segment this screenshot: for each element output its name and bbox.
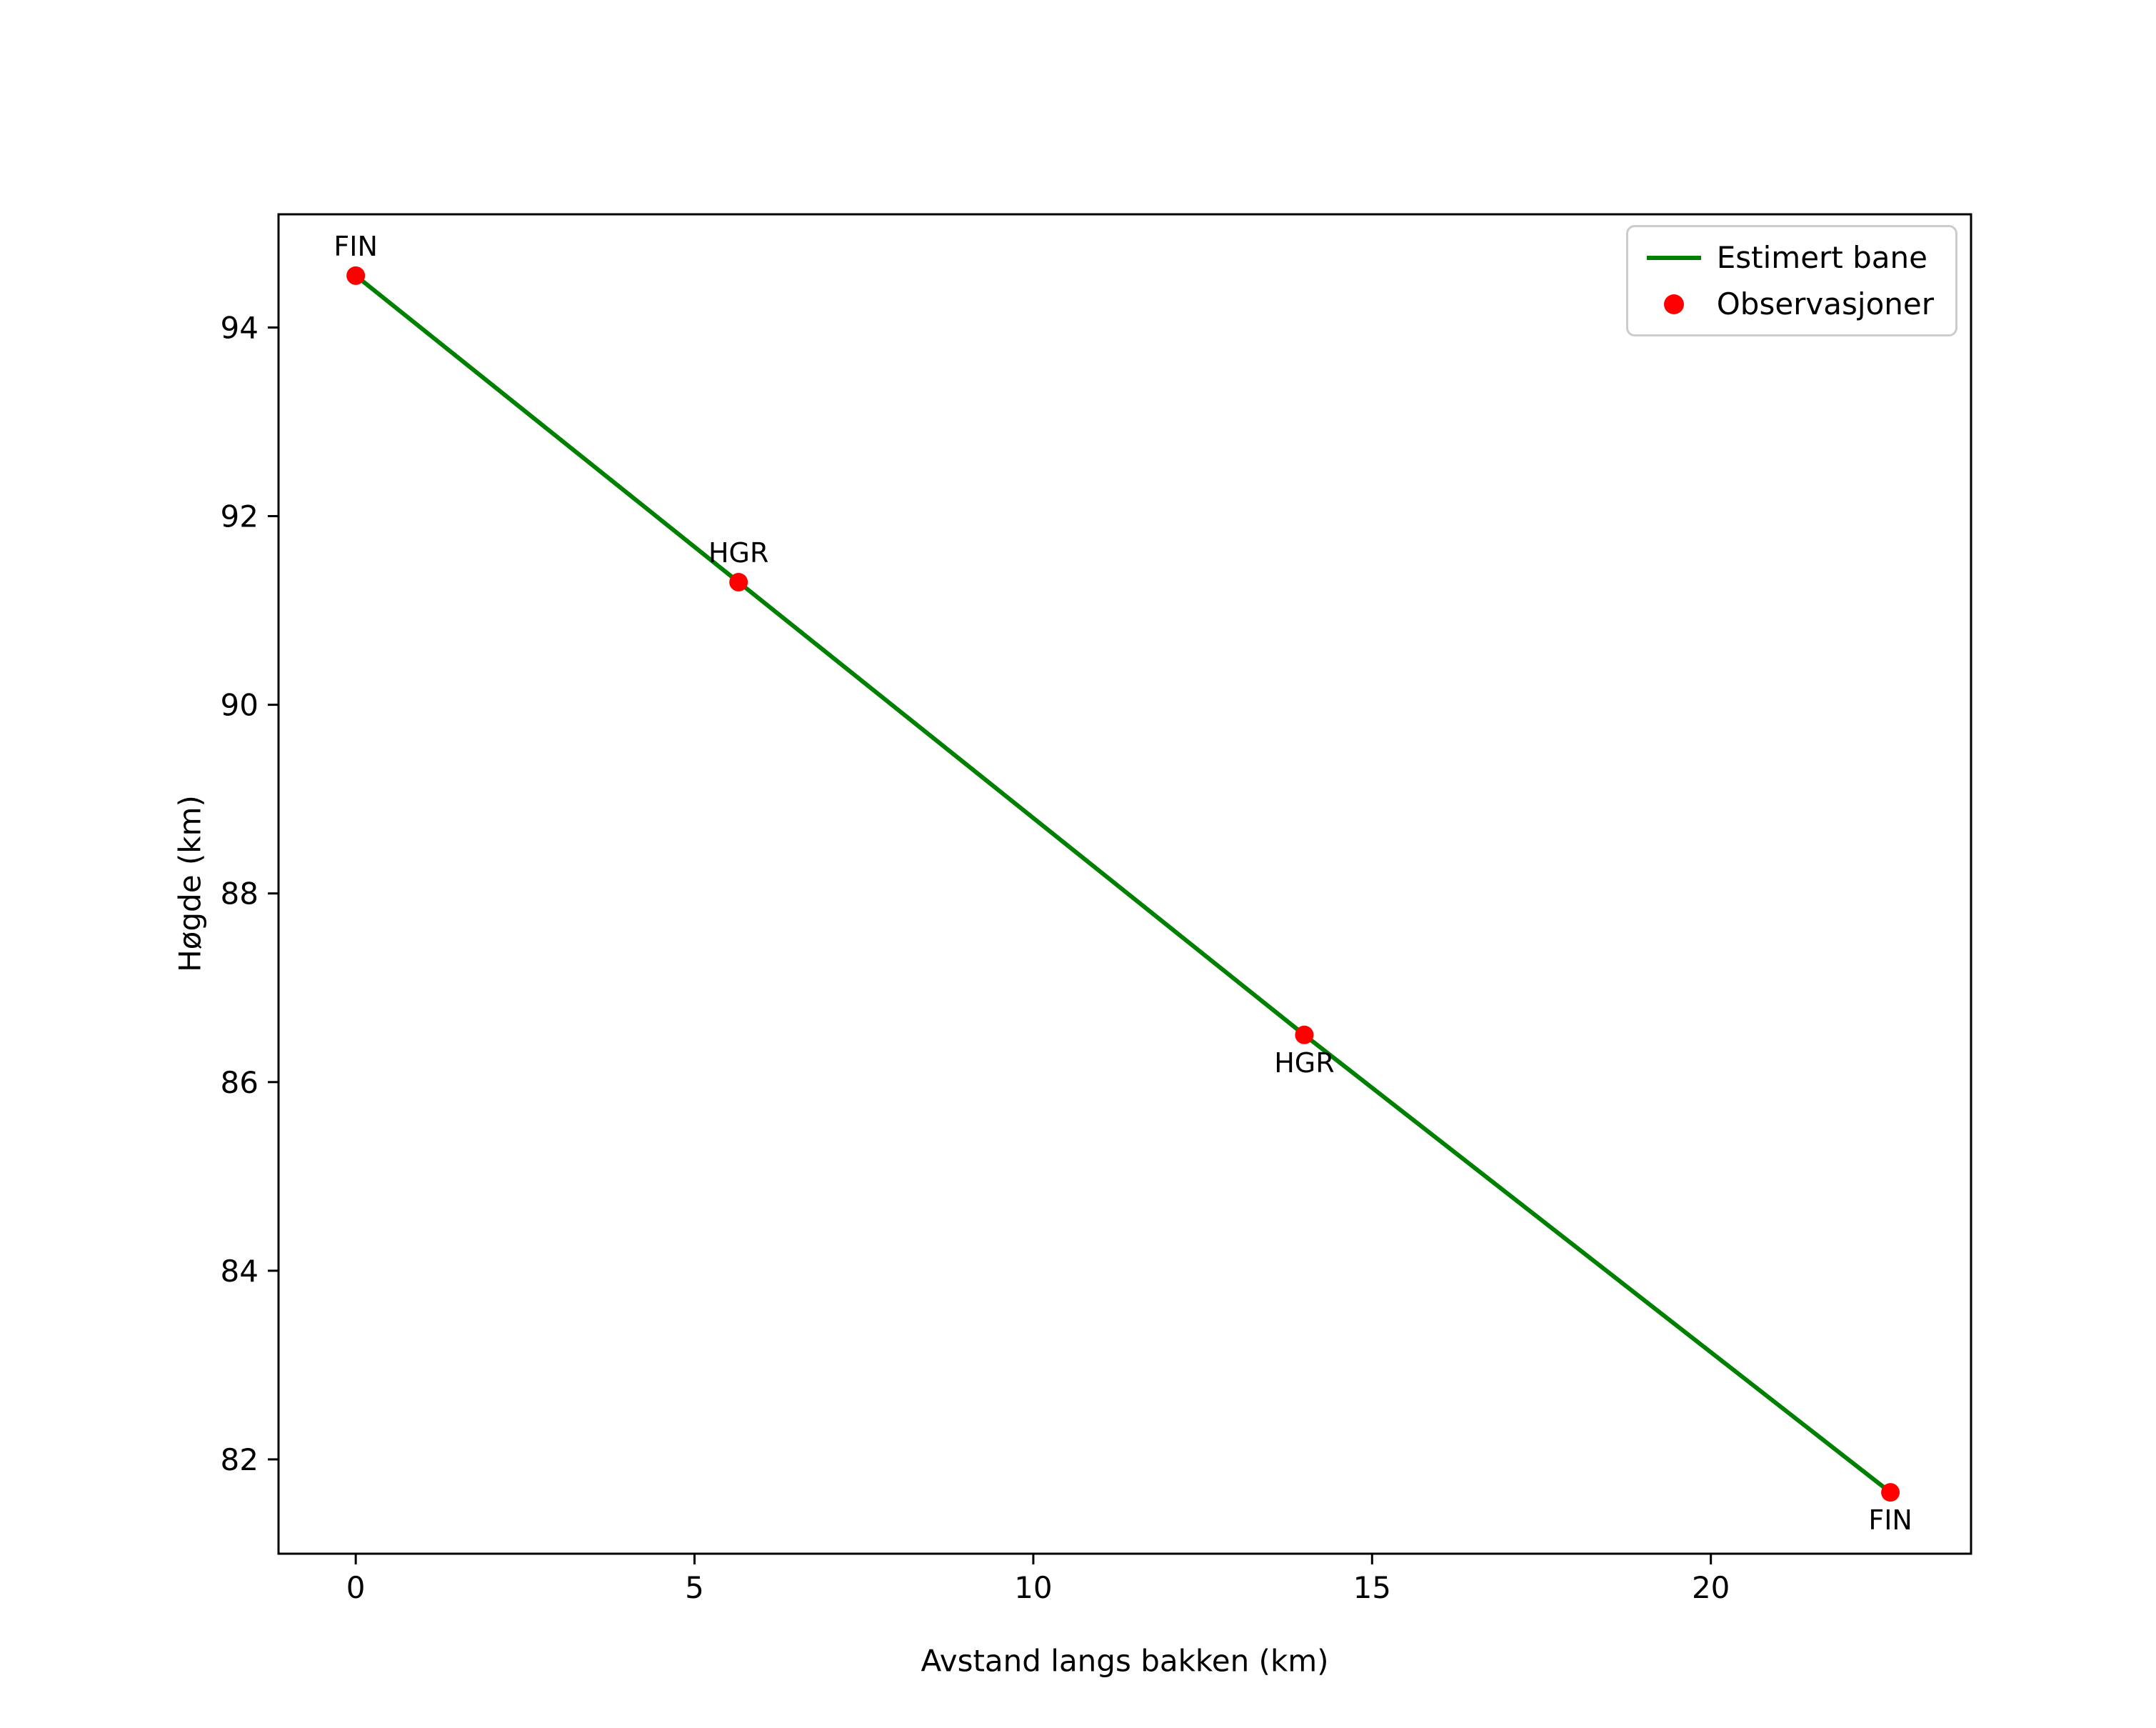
y-tick-label: 90	[221, 688, 259, 723]
observation-point	[729, 572, 748, 591]
observation-label: HGR	[1274, 1047, 1334, 1079]
x-tick-label: 20	[1692, 1570, 1730, 1605]
y-tick-label: 86	[221, 1065, 259, 1100]
estimated-path-line	[354, 273, 1893, 1495]
legend-label-estimated-path: Estimert bane	[1716, 240, 1927, 275]
legend-item-estimated-path: Estimert bane	[1646, 240, 1934, 275]
observation-point	[346, 266, 366, 285]
observation-label: HGR	[708, 537, 768, 569]
legend-dot-swatch	[1663, 294, 1684, 314]
legend-line-swatch	[1646, 255, 1701, 260]
x-axis-label: Avstand langs bakken (km)	[921, 1643, 1329, 1679]
x-tick-label: 0	[346, 1570, 366, 1605]
y-tick-label: 82	[221, 1442, 259, 1477]
legend-item-observations: Observasjoner	[1647, 286, 1934, 321]
y-tick-label: 84	[221, 1254, 259, 1289]
observation-point	[1295, 1025, 1314, 1044]
legend: Estimert bane Observasjoner	[1625, 225, 1957, 336]
observation-label: FIN	[334, 231, 378, 262]
axes-frame	[277, 213, 1972, 1555]
x-tick-label: 15	[1353, 1570, 1391, 1605]
legend-dot-swatch-wrap	[1647, 294, 1701, 314]
y-tick-label: 92	[221, 499, 259, 534]
x-tick-label: 10	[1014, 1570, 1052, 1605]
y-tick-label: 94	[221, 310, 259, 345]
legend-label-observations: Observasjoner	[1716, 286, 1934, 321]
y-tick-label: 88	[221, 877, 259, 912]
observation-point	[1881, 1483, 1900, 1502]
y-axis-label: Høgde (km)	[172, 795, 208, 972]
legend-line-swatch-wrap	[1646, 255, 1701, 260]
observation-label: FIN	[1868, 1504, 1912, 1536]
x-tick-label: 5	[685, 1570, 704, 1605]
